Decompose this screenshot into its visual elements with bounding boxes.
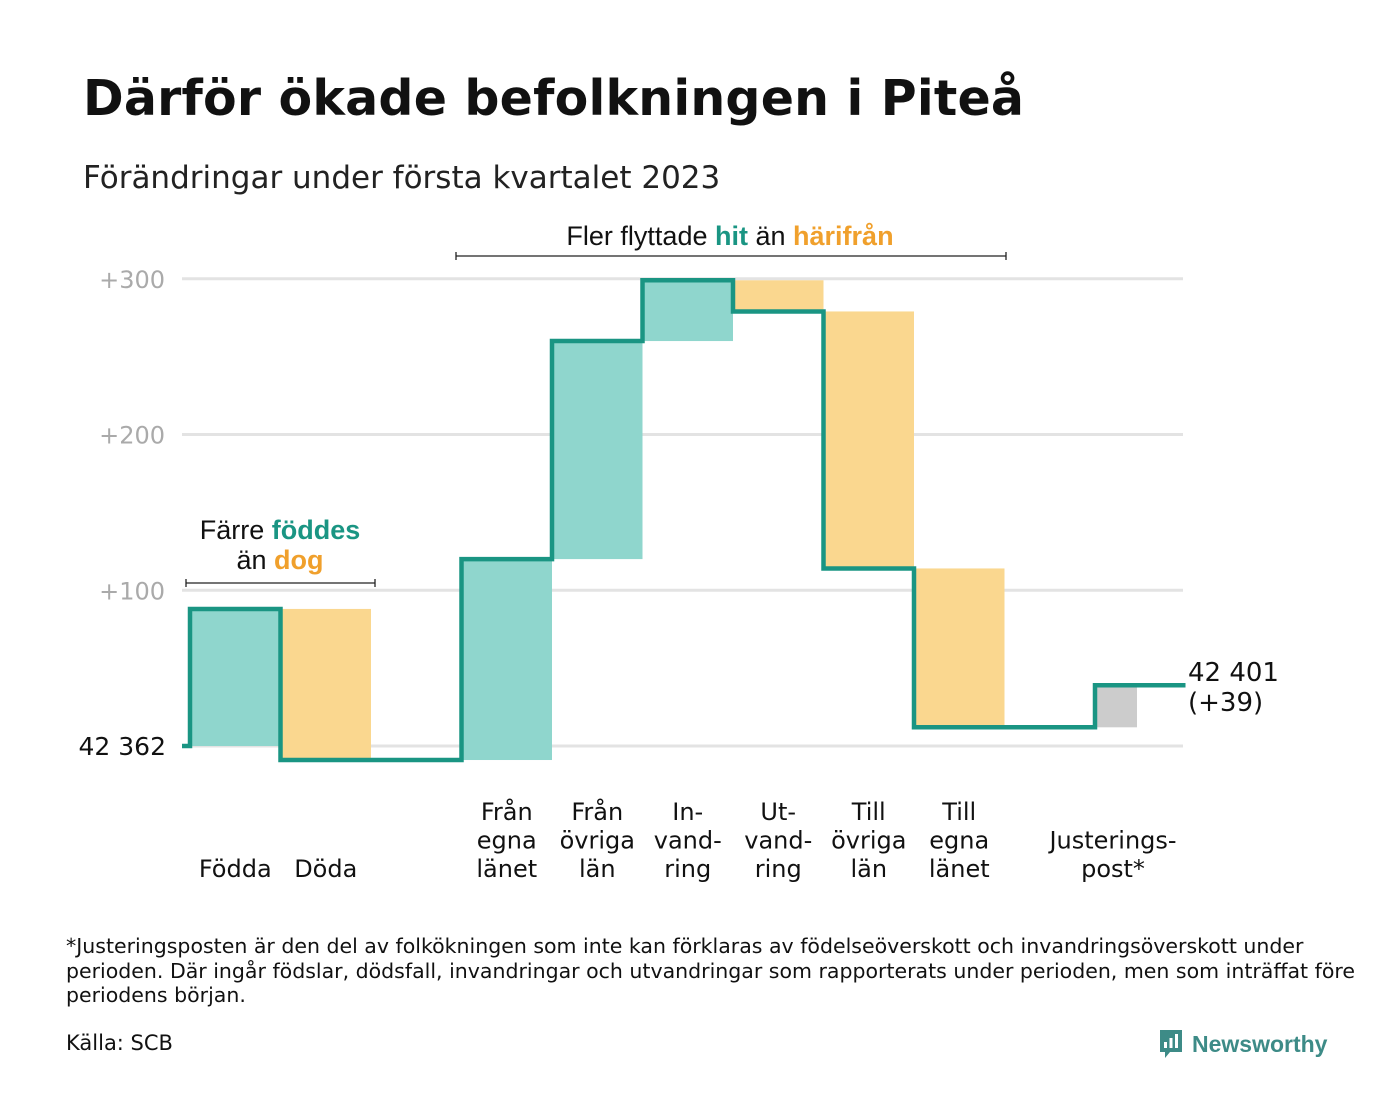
running-total-path [182, 278, 1186, 763]
category-label-line: Till [851, 798, 886, 826]
category-label: Från egna länet [476, 797, 537, 883]
logo-text: Newsworthy [1192, 1030, 1328, 1057]
category-label: Döda [294, 855, 357, 883]
annotation-part: hit [715, 221, 748, 251]
category-label-line: Döda [294, 855, 357, 883]
waterfall-bar [552, 341, 643, 560]
category-label: In-vand-ring [654, 798, 722, 883]
y-tick-label: +300 [99, 266, 165, 294]
moves-annotation: Fler flyttade hit än härifrån [566, 221, 893, 251]
waterfall-bar [823, 311, 914, 569]
category-label-line: länet [929, 855, 990, 883]
footnote: *Justeringsposten är den del av folkökni… [66, 934, 1355, 1007]
source-label: Källa: SCB [66, 1031, 173, 1055]
category-label: Från övriga län [560, 797, 635, 883]
category-label-line: övriga [560, 827, 635, 855]
annotation-part: dog [274, 545, 323, 575]
bars [190, 280, 1137, 761]
category-label-line: ring [755, 855, 802, 883]
category-label-line: Från [481, 797, 533, 826]
births-bracket [185, 579, 376, 587]
category-label-line: Födda [199, 855, 272, 883]
births-annotation: Färre föddes än dog [200, 515, 361, 575]
annotation-part: föddes [272, 515, 361, 545]
category-label-line: länet [476, 855, 537, 883]
y-tick-label: +100 [99, 577, 165, 605]
category-label-line: vand- [654, 827, 722, 855]
category-label-line: In- [672, 798, 703, 826]
category-label-line: övriga [831, 827, 906, 855]
running-total-line [182, 278, 1186, 763]
category-label: Ut-vand-ring [744, 798, 812, 883]
category-label: Justerings-post* [1047, 827, 1176, 884]
annotation-part: än [748, 221, 793, 251]
brand-logo: Newsworthy [1158, 1026, 1327, 1062]
chart-subtitle: Förändringar under första kvartalet 2023 [83, 160, 721, 196]
chart-title: Därför ökade befolkningen i Piteå [83, 70, 1025, 127]
category-label-line: egna [929, 827, 989, 855]
category-label: Till egna länet [929, 798, 990, 883]
category-label-line: post* [1081, 855, 1145, 883]
category-label-line: egna [477, 827, 537, 855]
category-label: Födda [199, 855, 272, 883]
newsworthy-logo-icon [1160, 1030, 1182, 1058]
category-label-line: Till [941, 798, 976, 826]
annotation-part: än [236, 545, 274, 575]
end-value-label: 42 401 [1188, 658, 1279, 688]
waterfall-bar [733, 280, 824, 312]
category-label-line: Ut- [760, 798, 796, 826]
waterfall-bar [190, 608, 281, 746]
category-label-line: vand- [744, 827, 812, 855]
category-label: Till övriga län [831, 798, 906, 883]
waterfall-bar [461, 559, 552, 761]
category-label-line: län [850, 855, 887, 883]
waterfall-chart: +100 +200 +300 42 362 42 401(+39) Födda Döda F… [79, 221, 1279, 883]
waterfall-bar [1095, 685, 1137, 728]
category-label-line: Justerings- [1047, 827, 1176, 855]
start-value-label: 42 362 [79, 732, 166, 761]
waterfall-bar [642, 280, 733, 342]
category-label-line: Från [571, 797, 623, 826]
annotation-part: Fler flyttade [566, 221, 715, 251]
category-label-line: ring [664, 855, 711, 883]
y-tick-label: +200 [99, 422, 165, 450]
waterfall-bar [280, 608, 371, 761]
moves-bracket [455, 252, 1007, 260]
annotation-part: Färre [200, 515, 272, 545]
category-label-line: län [579, 855, 616, 883]
annotation-part: härifrån [793, 221, 894, 251]
waterfall-bar [914, 568, 1005, 728]
end-change-label: (+39) [1188, 688, 1263, 718]
